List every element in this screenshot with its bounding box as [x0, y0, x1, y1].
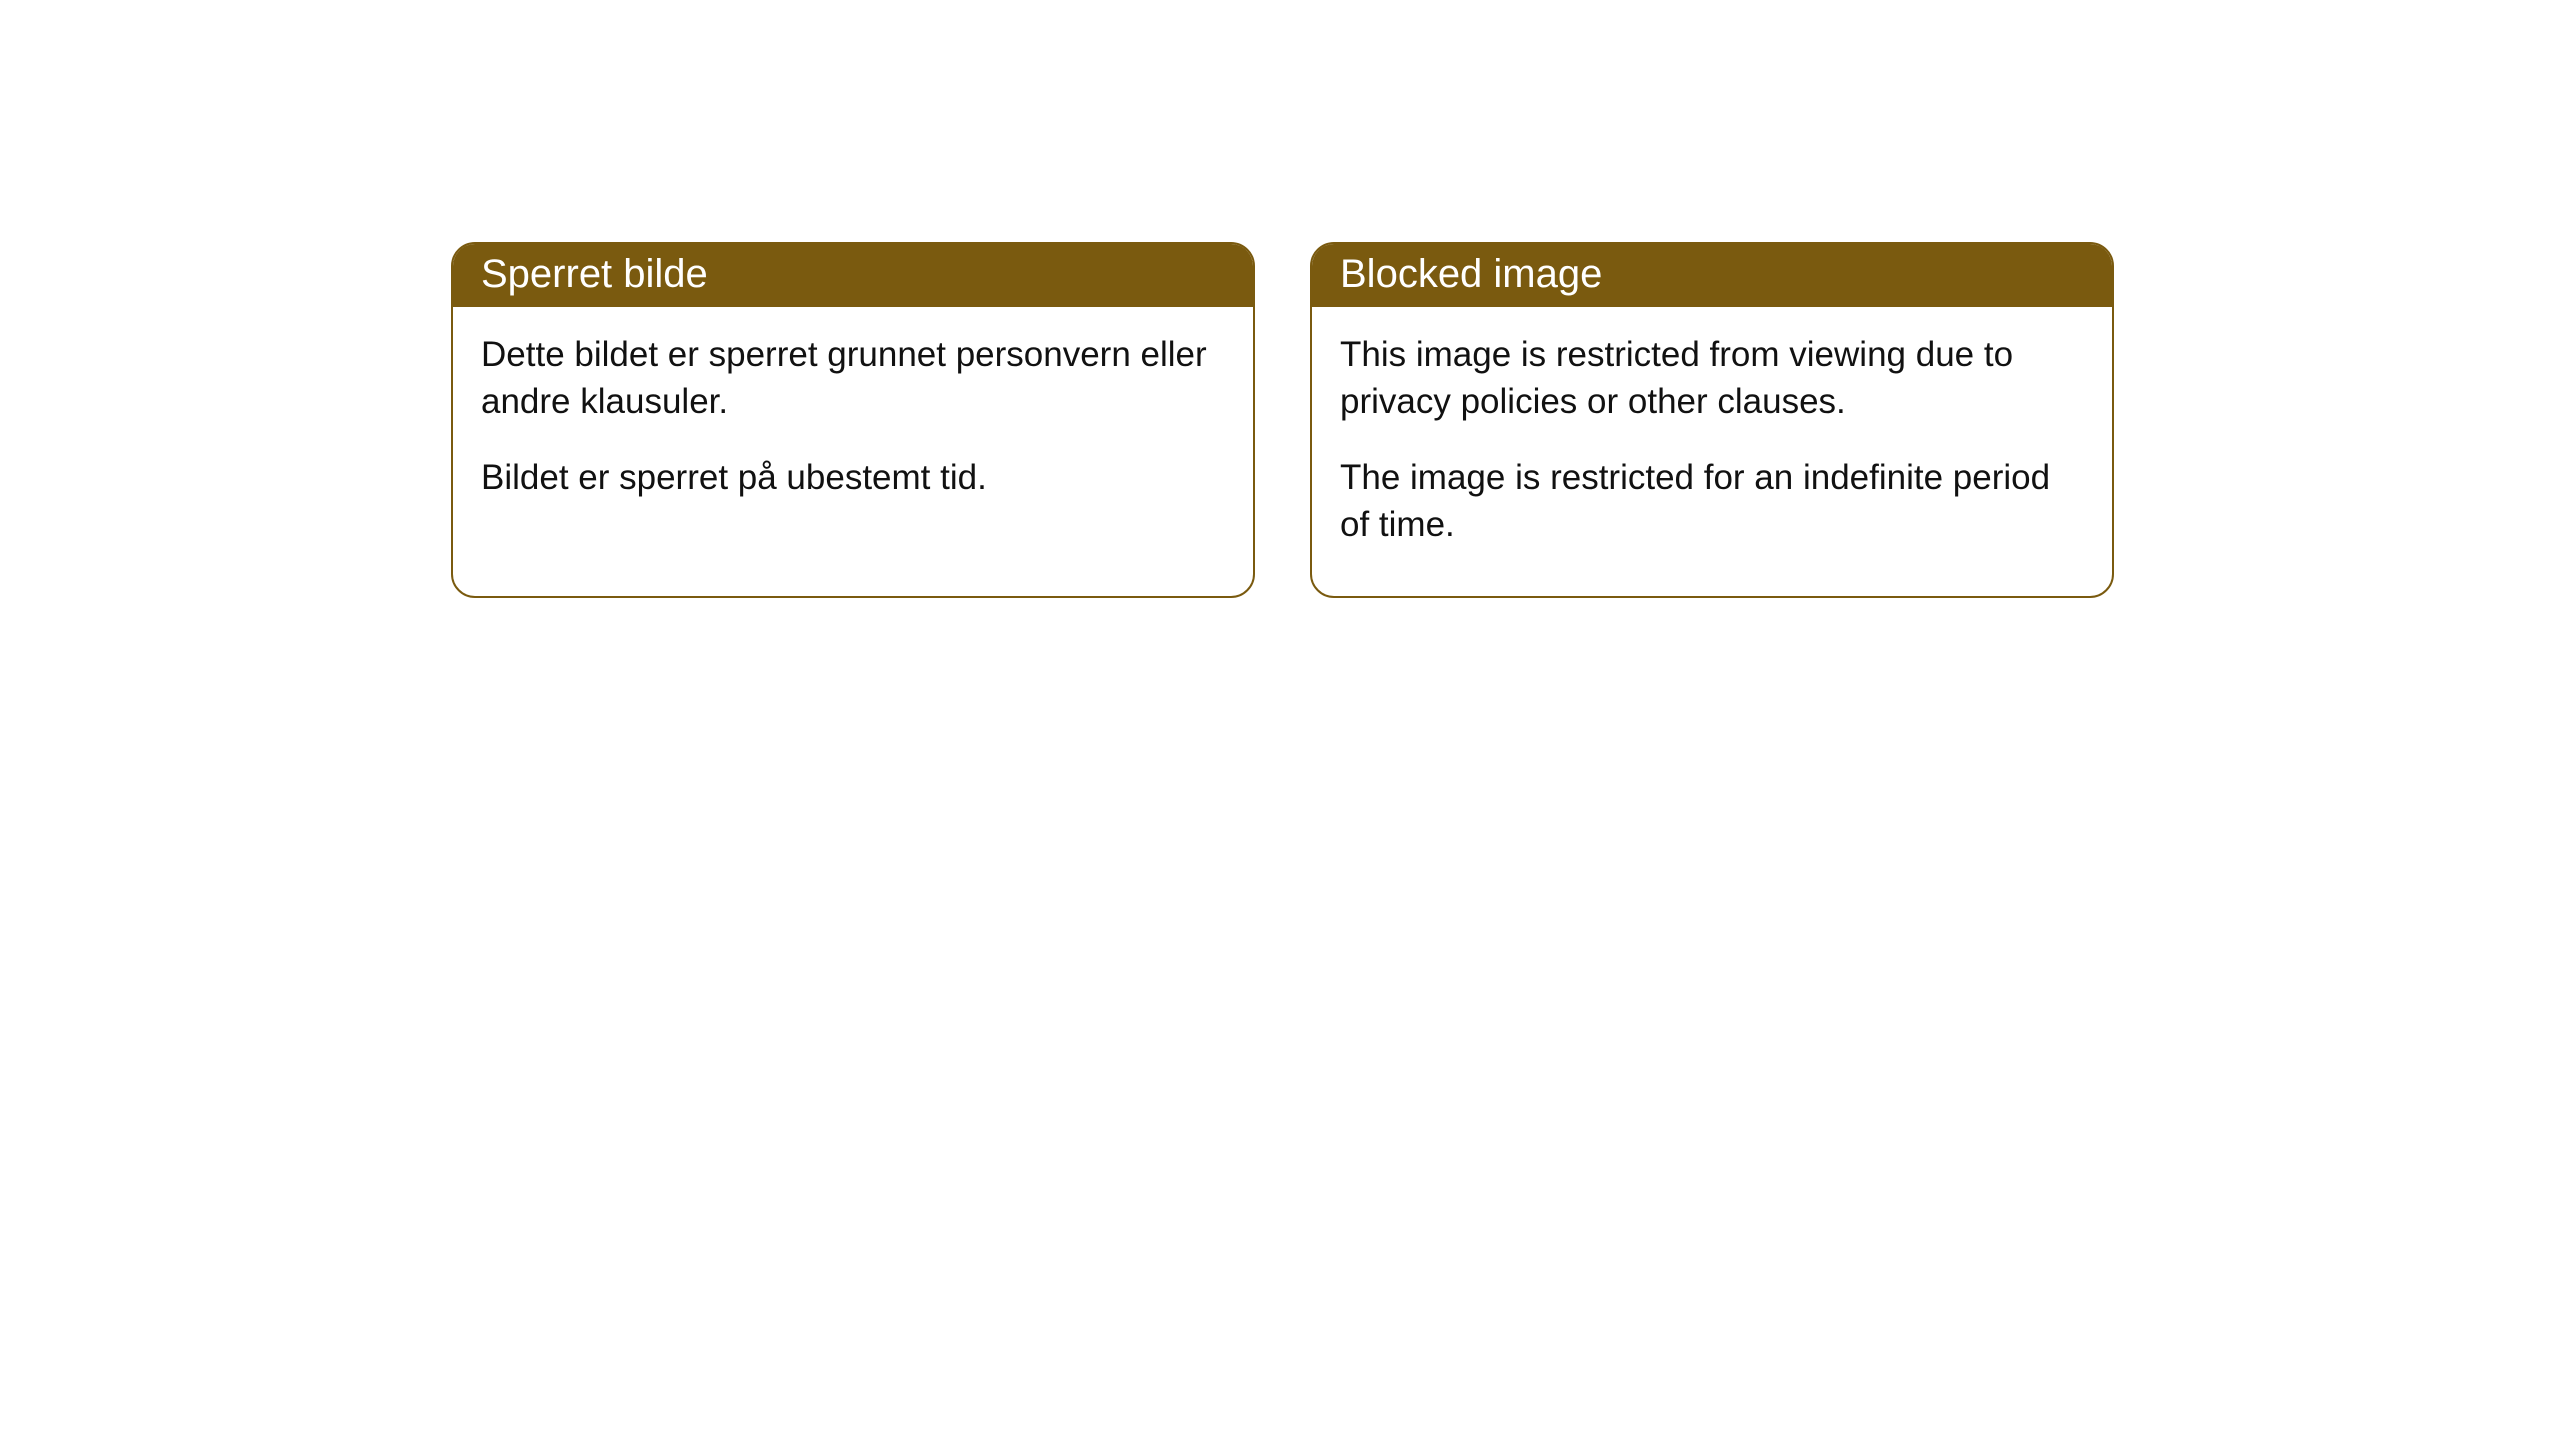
card-text-en-2: The image is restricted for an indefinit… — [1340, 454, 2084, 549]
card-body-no: Dette bildet er sperret grunnet personve… — [453, 307, 1253, 549]
card-text-no-2: Bildet er sperret på ubestemt tid. — [481, 454, 1225, 501]
card-text-no-1: Dette bildet er sperret grunnet personve… — [481, 331, 1225, 426]
card-body-en: This image is restricted from viewing du… — [1312, 307, 2112, 596]
blocked-image-card-en: Blocked image This image is restricted f… — [1310, 242, 2114, 598]
card-header-en: Blocked image — [1312, 244, 2112, 307]
cards-container: Sperret bilde Dette bildet er sperret gr… — [451, 242, 2114, 598]
blocked-image-card-no: Sperret bilde Dette bildet er sperret gr… — [451, 242, 1255, 598]
card-header-no: Sperret bilde — [453, 244, 1253, 307]
card-text-en-1: This image is restricted from viewing du… — [1340, 331, 2084, 426]
